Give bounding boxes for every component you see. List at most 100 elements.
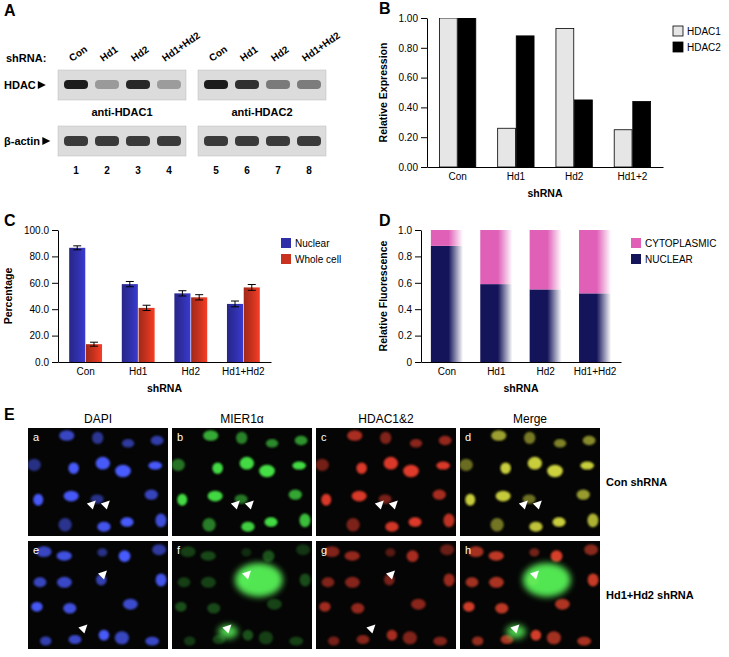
- nucleus: [347, 430, 362, 440]
- panel-2: D00.20.40.60.81.0ConHd1Hd2Hd1+Hd2shRNARe…: [377, 212, 717, 394]
- y-tick: 20.0: [30, 330, 58, 341]
- nucleus: [316, 459, 329, 471]
- bar: [458, 18, 476, 167]
- x-tick: Con: [76, 362, 94, 377]
- tick-label: 40.0: [30, 304, 50, 315]
- band-label: HDAC: [4, 79, 36, 91]
- nucleus: [115, 631, 129, 644]
- nucleus: [345, 577, 360, 588]
- x-tick: Hd1+Hd2: [574, 362, 617, 377]
- y-tick: 40.0: [30, 304, 58, 315]
- lane-label: Con: [207, 43, 229, 63]
- cytoplasmic-signal: [523, 563, 571, 597]
- axis-line: [421, 231, 422, 363]
- y-axis: 0.000.200.400.600.801.00: [399, 13, 428, 173]
- nucleus: [120, 517, 133, 527]
- tick-label: Hd2: [182, 366, 201, 377]
- bar: [244, 287, 260, 362]
- nucleus: [177, 494, 187, 506]
- row-label: Hd1+Hd2 shRNA: [606, 589, 694, 601]
- blot: [58, 70, 186, 100]
- error-bar: [126, 281, 134, 286]
- nucleus: [175, 602, 186, 612]
- bar: [69, 248, 85, 362]
- bar: [516, 36, 534, 167]
- tick-label: Hd2: [565, 171, 584, 182]
- tick-label: Hd1: [129, 366, 148, 377]
- nucleus: [433, 489, 446, 499]
- actin-band: [297, 136, 321, 146]
- error-cap: [248, 284, 256, 285]
- nucleus: [529, 548, 539, 556]
- legend-label: CYTOPLASMIC: [645, 238, 717, 249]
- subpanel-letter: e: [33, 544, 39, 556]
- tick-label: 0.4: [398, 304, 412, 315]
- hdac-band: [64, 80, 88, 89]
- tick-mark: [421, 137, 427, 138]
- actin-band: [157, 136, 181, 146]
- error-cap: [90, 346, 98, 347]
- micrograph: [460, 428, 600, 536]
- tick-label: 100.0: [24, 225, 49, 236]
- legend-swatch: [631, 238, 641, 248]
- subpanel-letter: d: [465, 431, 471, 443]
- tick-label: Hd1: [507, 171, 526, 182]
- tick-mark: [421, 48, 427, 49]
- nucleus: [296, 544, 310, 555]
- lane-header: shRNA:: [6, 52, 46, 64]
- row-label: Con shRNA: [606, 476, 667, 488]
- column-header: DAPI: [84, 412, 112, 426]
- band-arrow: [38, 81, 46, 89]
- x-tick: Hd1+2: [618, 167, 648, 182]
- nucleus: [408, 517, 421, 527]
- nucleus: [466, 577, 479, 587]
- x-tick: Hd2: [565, 167, 584, 182]
- y-tick: 0.2: [398, 330, 421, 341]
- nucleus: [241, 548, 251, 556]
- y-tick: 0.4: [398, 304, 421, 315]
- lane-number: 6: [244, 165, 250, 176]
- nucleus: [552, 517, 565, 527]
- lane-number: 8: [306, 165, 312, 176]
- bar: [480, 284, 512, 362]
- y-tick: 0.6: [398, 278, 421, 289]
- tick-mark: [52, 336, 58, 337]
- bar: [530, 289, 562, 362]
- micrograph: [460, 541, 600, 649]
- nucleus: [351, 603, 364, 614]
- axis-line: [59, 362, 272, 363]
- tick-label: 0.0: [35, 357, 49, 368]
- x-tick: Hd2: [537, 362, 556, 377]
- tick-label: 0: [406, 357, 412, 368]
- nucleus: [357, 635, 370, 644]
- tick-mark: [415, 256, 421, 257]
- lane-number: 3: [135, 165, 141, 176]
- error-line: [235, 301, 236, 307]
- tick-mark: [415, 309, 421, 310]
- blot-label: anti-HDAC1: [91, 106, 152, 118]
- nucleus: [489, 551, 504, 561]
- error-line: [182, 291, 183, 296]
- nucleus: [577, 637, 591, 646]
- error-bar: [73, 246, 81, 250]
- error-cap: [178, 290, 186, 291]
- nucleus: [243, 630, 254, 641]
- nucleus: [528, 457, 542, 470]
- band-label: β-actin: [4, 135, 40, 147]
- nucleus: [322, 577, 335, 587]
- arrowhead: [510, 624, 519, 633]
- plot-marks: [439, 18, 650, 167]
- legend-label: HDAC2: [687, 42, 721, 53]
- lane-label: Hd2: [269, 44, 291, 64]
- actin-band: [95, 136, 119, 146]
- nucleus: [266, 439, 278, 448]
- nucleus: [439, 436, 452, 445]
- nucleus: [403, 631, 417, 644]
- error-cap: [143, 305, 151, 306]
- nucleus: [40, 636, 51, 645]
- tick-label: Hd1+Hd2: [574, 366, 617, 377]
- nucleus: [577, 489, 590, 499]
- nucleus: [31, 602, 42, 612]
- micrograph-background: [316, 541, 456, 649]
- arrowhead: [375, 501, 384, 510]
